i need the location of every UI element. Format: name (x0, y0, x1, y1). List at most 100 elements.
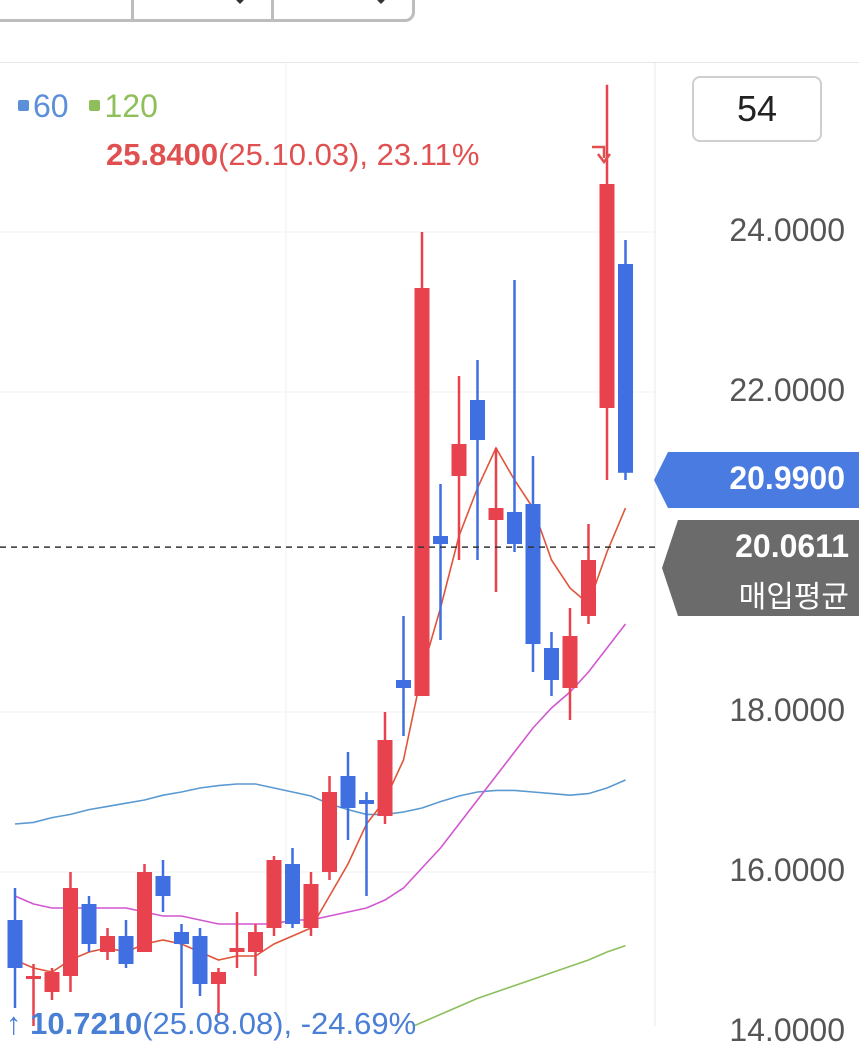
candle-body (618, 264, 633, 473)
moving-average-lines (14, 446, 627, 1026)
candles (7, 84, 633, 1026)
candle (285, 848, 300, 928)
candle (322, 776, 337, 880)
candle-body (174, 932, 189, 944)
candle (248, 924, 263, 976)
candle-body (7, 920, 23, 968)
candle-body (155, 876, 171, 896)
candle (359, 792, 374, 896)
candle (470, 360, 485, 560)
max-price-detail: (25.10.03), 23.11% (218, 137, 480, 172)
candle-body (340, 776, 356, 808)
candle-body (81, 904, 97, 944)
candle (81, 896, 97, 952)
candle (340, 752, 356, 840)
ma-mid-line (14, 623, 627, 925)
period-dropdown-1[interactable] (0, 0, 134, 19)
y-tick-label: 22.0000 (729, 372, 845, 408)
toolbar-divider (0, 62, 859, 63)
candle-body (26, 976, 41, 979)
current-price-value: 20.9900 (729, 460, 845, 496)
y-tick-label: 18.0000 (729, 692, 845, 728)
ma-120-line (411, 944, 626, 1026)
y-tick-label: 16.0000 (729, 852, 845, 888)
ma-period-input[interactable]: 54 (692, 76, 822, 142)
candle-body (100, 936, 115, 952)
candle (7, 888, 23, 1008)
candle-body (211, 972, 226, 984)
candle-body (451, 444, 467, 476)
candle (525, 456, 541, 672)
candle (303, 872, 319, 936)
candle-body (303, 884, 319, 928)
y-tick-label: 24.0000 (729, 212, 845, 248)
candle (618, 240, 633, 480)
ma-short-line (14, 446, 627, 973)
candle-body (414, 288, 430, 696)
candlestick-chart[interactable] (0, 63, 859, 1026)
candle-body (192, 936, 208, 984)
candle-body (118, 936, 134, 964)
candle-body (377, 740, 393, 816)
period-dropdown-2[interactable] (134, 0, 275, 19)
candle-body (525, 504, 541, 644)
candle-body (396, 680, 411, 688)
candle-body (470, 400, 485, 440)
min-price-detail: (25.08.08), -24.69% (142, 1006, 417, 1041)
current-price-tag: 20.9900 (654, 452, 859, 508)
candle (137, 864, 152, 952)
candle (544, 632, 559, 696)
candle-body (63, 888, 78, 976)
candle-body (285, 864, 300, 924)
candle (192, 928, 208, 996)
max-price-value: 25.8400 (106, 137, 219, 172)
candle-body (359, 800, 374, 804)
average-buy-value: 20.0611 (735, 528, 849, 564)
legend-label: 60 (33, 88, 69, 124)
legend-swatch (18, 100, 29, 112)
max-price-annotation: 25.8400(25.10.03), 23.11% (106, 137, 479, 173)
max-arrow-icon (592, 145, 611, 165)
candle (118, 920, 134, 968)
candle (266, 856, 282, 936)
average-buy-tag: 20.0611 매입평균 (662, 520, 859, 616)
candle-body (581, 560, 596, 616)
candle (211, 968, 226, 1016)
candle-body (488, 508, 504, 520)
period-dropdown-3[interactable] (274, 0, 412, 19)
candle-body (266, 860, 282, 928)
candle (155, 860, 171, 912)
legend-item-60: 60 (18, 88, 77, 124)
y-tick-label: 14.0000 (729, 1012, 845, 1048)
candle (174, 924, 189, 1008)
period-selector-group (0, 0, 415, 22)
candle-body (599, 184, 615, 408)
candle-body (562, 636, 578, 688)
period-toolbar (0, 0, 859, 63)
candle (507, 280, 522, 552)
ma-60-line (14, 779, 626, 825)
candle (581, 524, 596, 624)
candle (44, 968, 60, 1000)
min-price-value: 10.7210 (30, 1006, 143, 1041)
candle (377, 712, 393, 824)
average-buy-label: 매입평균 (738, 580, 849, 615)
candle (562, 608, 578, 720)
candle (414, 232, 430, 696)
candle (396, 616, 411, 736)
candle-body (137, 872, 152, 952)
chevron-down-icon (230, 0, 251, 4)
candle-body (544, 648, 559, 680)
candle-body (433, 536, 448, 544)
chart-legend: 60 120 (18, 88, 170, 125)
candle-body (248, 932, 263, 952)
candle (100, 928, 115, 960)
candle (26, 964, 41, 1026)
candle (451, 376, 467, 560)
chart-grid (0, 63, 656, 1026)
candle-body (229, 948, 245, 952)
candle (63, 872, 78, 992)
candle-body (44, 972, 60, 992)
min-price-annotation: ↑ 10.7210(25.08.08), -24.69% (6, 1006, 416, 1042)
candle (229, 912, 245, 968)
